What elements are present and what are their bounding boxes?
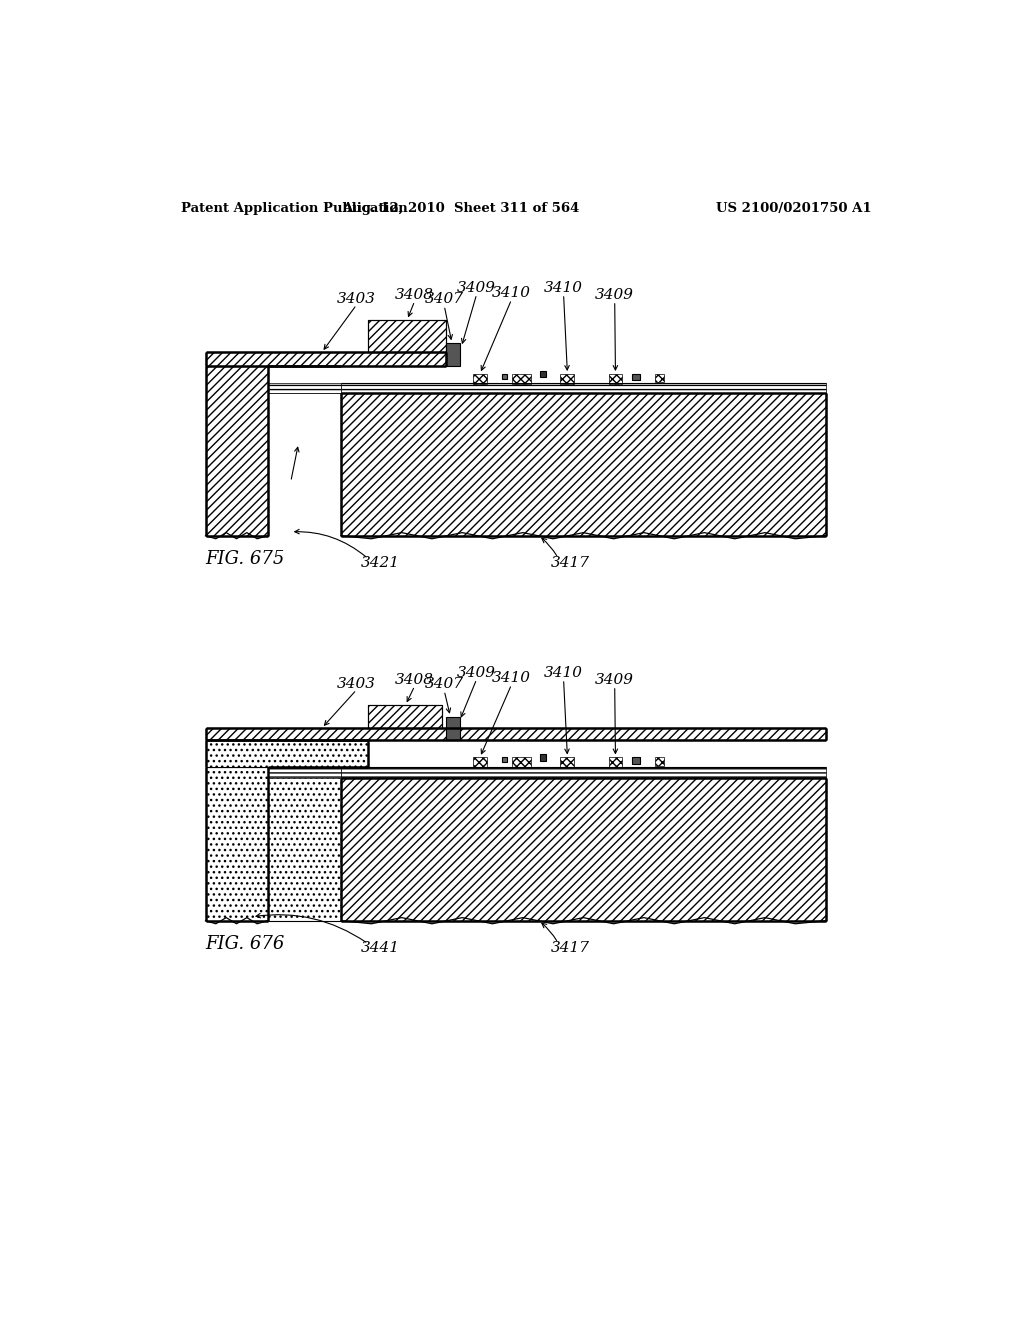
Text: 3417: 3417 — [550, 941, 590, 954]
Text: FIG. 675: FIG. 675 — [206, 550, 285, 568]
Bar — [655, 374, 665, 383]
Text: 3408: 3408 — [395, 673, 434, 686]
Text: 3407: 3407 — [425, 292, 464, 306]
Bar — [267, 383, 341, 393]
Bar — [445, 343, 460, 367]
Text: 3409: 3409 — [595, 288, 634, 302]
Bar — [503, 758, 507, 762]
Text: 3410: 3410 — [493, 286, 531, 300]
Text: 3409: 3409 — [595, 673, 634, 686]
Bar — [445, 717, 460, 739]
Bar — [206, 739, 369, 767]
Bar — [341, 767, 825, 779]
Text: FIG. 676: FIG. 676 — [206, 935, 285, 953]
Bar — [632, 758, 640, 763]
Text: 3410: 3410 — [493, 671, 531, 685]
Bar — [206, 729, 825, 739]
Bar — [540, 755, 546, 760]
Bar — [473, 374, 486, 384]
Bar — [512, 374, 531, 384]
Text: 3409: 3409 — [458, 281, 497, 294]
Bar — [560, 758, 574, 767]
Bar — [341, 393, 825, 536]
Bar — [540, 371, 546, 378]
Bar — [267, 767, 341, 779]
Text: 3403: 3403 — [337, 292, 376, 305]
Bar — [206, 367, 267, 536]
Bar — [473, 758, 486, 767]
Bar — [632, 374, 640, 380]
Bar — [206, 352, 445, 367]
Bar — [341, 383, 825, 393]
Bar — [341, 779, 825, 921]
Text: 3441: 3441 — [360, 941, 399, 954]
Text: 3409: 3409 — [458, 665, 497, 680]
Text: 3403: 3403 — [337, 677, 376, 690]
Text: Patent Application Publication: Patent Application Publication — [180, 202, 408, 215]
Text: Aug. 12, 2010  Sheet 311 of 564: Aug. 12, 2010 Sheet 311 of 564 — [343, 202, 580, 215]
Text: 3421: 3421 — [360, 556, 399, 570]
Bar — [206, 767, 345, 921]
Text: 3407: 3407 — [425, 677, 464, 692]
Bar — [512, 758, 531, 767]
Bar — [655, 758, 665, 766]
Bar — [503, 374, 507, 379]
Text: 3410: 3410 — [544, 281, 583, 294]
Bar — [369, 705, 442, 729]
Bar — [206, 355, 267, 367]
Bar — [560, 374, 574, 384]
Text: 3410: 3410 — [544, 665, 583, 680]
Text: 3408: 3408 — [395, 288, 434, 302]
Bar — [369, 321, 445, 352]
Text: US 2100/0201750 A1: US 2100/0201750 A1 — [717, 202, 872, 215]
Bar — [608, 758, 623, 767]
Text: 3417: 3417 — [550, 556, 590, 570]
Bar — [608, 374, 623, 384]
